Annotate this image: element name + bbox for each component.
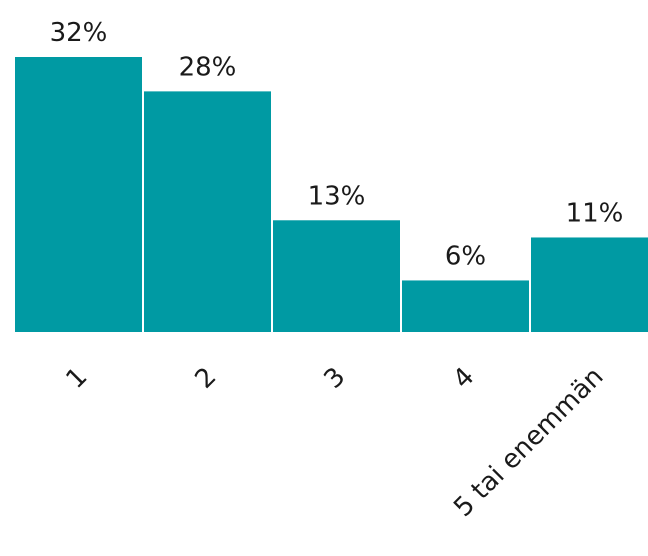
value-label-1: 32% xyxy=(50,18,108,48)
value-labels-group: 32% 28% 13% 6% 11% xyxy=(50,18,624,271)
value-label-3: 13% xyxy=(308,181,366,211)
category-label-1: 1 xyxy=(61,362,94,395)
bar-2 xyxy=(144,91,271,332)
bar-5 xyxy=(531,237,648,332)
value-label-4: 6% xyxy=(445,241,486,271)
value-label-5: 11% xyxy=(566,198,624,228)
category-label-3: 3 xyxy=(319,362,352,395)
bar-3 xyxy=(273,220,400,332)
bar-1 xyxy=(15,57,142,332)
category-label-4: 4 xyxy=(448,362,481,395)
value-label-2: 28% xyxy=(179,52,237,82)
category-labels-group: 1 2 3 45 tai enemmän xyxy=(61,362,610,523)
category-label-2: 2 xyxy=(190,362,223,395)
bar-4 xyxy=(402,280,529,332)
bars-group xyxy=(15,57,648,332)
